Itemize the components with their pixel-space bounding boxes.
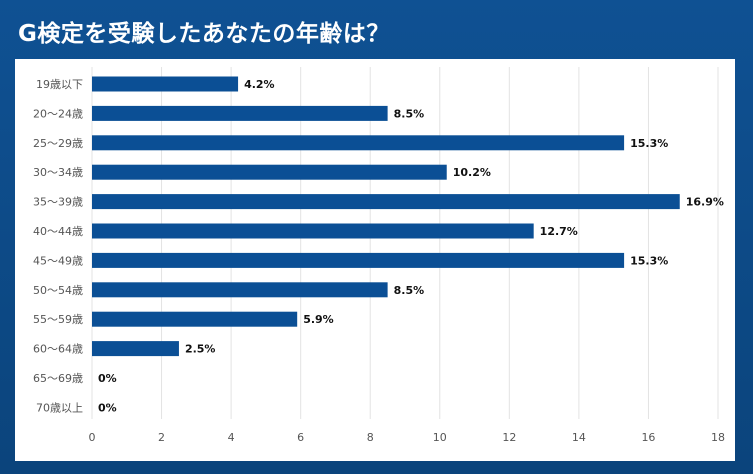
bar (92, 76, 239, 92)
value-label: 8.5% (394, 284, 425, 297)
bar (92, 252, 625, 268)
x-tick-label: 16 (641, 431, 655, 444)
value-label: 12.7% (540, 225, 578, 238)
category-label: 19歳以下 (36, 78, 83, 91)
value-label: 5.9% (303, 313, 334, 326)
chart-panel: 0 2 4 6 8 10 12 14 16 18 19歳以下 4.2% 20〜24歳 8.5% 25〜29歳… (15, 59, 735, 461)
category-label: 65〜69歳 (33, 372, 83, 385)
x-tick-label: 8 (367, 431, 374, 444)
bar (92, 194, 680, 210)
x-tick-label: 14 (572, 431, 586, 444)
category-label: 50〜54歳 (33, 284, 83, 297)
value-label: 0% (98, 401, 117, 414)
bar (92, 164, 447, 180)
category-label: 25〜29歳 (33, 137, 83, 150)
x-tick-label: 0 (89, 431, 96, 444)
value-label: 0% (98, 372, 117, 385)
value-label: 10.2% (453, 166, 491, 179)
x-tick-label: 6 (297, 431, 304, 444)
category-label: 40〜44歳 (33, 225, 83, 238)
x-tick-label: 4 (228, 431, 235, 444)
category-label: 45〜49歳 (33, 254, 83, 267)
x-tick-label: 12 (502, 431, 516, 444)
category-label: 20〜24歳 (33, 107, 83, 120)
x-tick-label: 2 (158, 431, 165, 444)
value-label: 8.5% (394, 107, 425, 120)
value-label: 16.9% (686, 196, 724, 209)
bar (92, 105, 388, 121)
category-label: 30〜34歳 (33, 166, 83, 179)
x-tick-label: 18 (711, 431, 725, 444)
value-label: 15.3% (630, 137, 668, 150)
chart-title: G検定を受験したあなたの年齢は？ (18, 21, 390, 47)
x-tick-label: 10 (433, 431, 447, 444)
bar (92, 135, 625, 151)
category-label: 70歳以上 (36, 401, 83, 414)
category-label: 35〜39歳 (33, 196, 83, 209)
category-label: 60〜64歳 (33, 343, 83, 356)
bar (92, 223, 534, 239)
value-label: 15.3% (630, 254, 668, 267)
value-label: 2.5% (185, 343, 216, 356)
category-label: 55〜59歳 (33, 313, 83, 326)
bar (92, 311, 298, 327)
bar (92, 282, 388, 298)
bar (92, 341, 179, 357)
bar-chart: 0 2 4 6 8 10 12 14 16 18 19歳以下 4.2% 20〜24歳 8.5% 25〜29歳… (33, 67, 725, 444)
value-label: 4.2% (244, 78, 275, 91)
